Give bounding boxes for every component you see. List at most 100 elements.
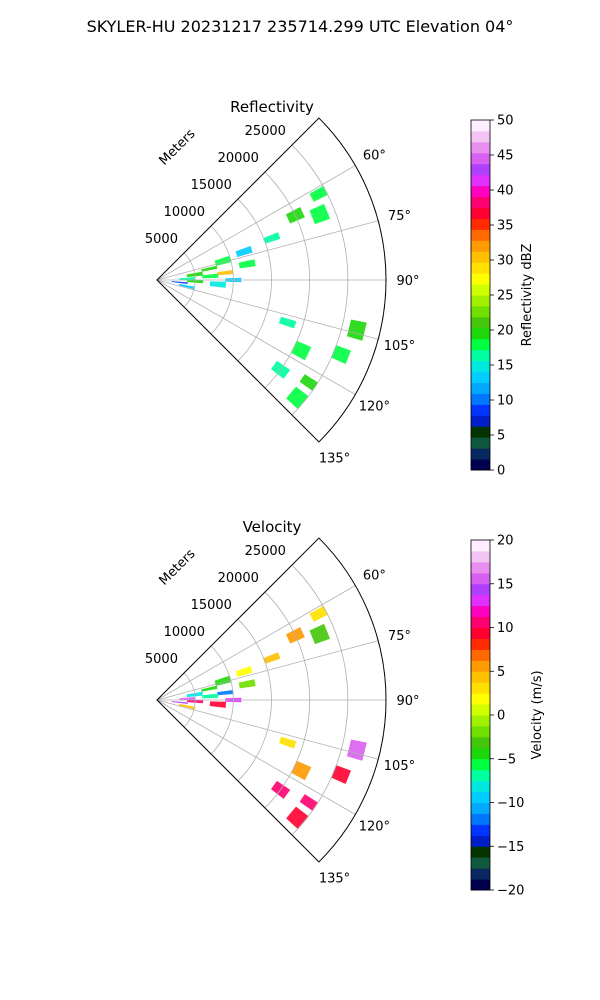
vel-colorbar-tick-label: −15 (497, 840, 524, 855)
vel-azimuth-spoke (156, 699, 379, 760)
ref-colorbar-swatch (471, 426, 490, 438)
ref-echo-cell (217, 269, 234, 276)
ref-echo-cell (263, 232, 281, 244)
vel-colorbar-tick-label: −5 (497, 752, 516, 767)
vel-colorbar-swatch (471, 605, 490, 618)
vel-echo-cell (235, 665, 253, 677)
vel-colorbar-swatch (471, 540, 490, 552)
vel-echo-cell (178, 703, 195, 710)
reflectivity-panel: Reflectivity 5000 10000 15000 20000 25000 60°… (145, 98, 420, 466)
ref-angle-tick-label: 90° (396, 274, 419, 289)
ref-colorbar-tick-label: 20 (497, 324, 514, 339)
ref-colorbar-tick-label: 5 (497, 429, 505, 444)
ref-colorbar-swatch (471, 262, 490, 274)
ref-radial-tick-label: 25000 (245, 124, 286, 139)
vel-echo-cell (286, 806, 309, 830)
vel-colorbar-swatch (471, 747, 490, 760)
vel-echo-cell (238, 679, 256, 689)
ref-colorbar-swatch (471, 284, 490, 296)
reflectivity-grid (156, 117, 387, 443)
ref-radial-tick-label: 20000 (218, 151, 259, 166)
ref-colorbar-swatch (471, 120, 490, 132)
vel-echo-cell (278, 736, 297, 749)
ref-radial-tick-label: 15000 (191, 178, 232, 193)
vel-colorbar-swatch (471, 671, 490, 683)
ref-colorbar-swatch (471, 437, 490, 449)
ref-echo-cell (309, 203, 331, 225)
vel-angle-tick-label: 75° (388, 629, 411, 644)
vel-colorbar-swatch (471, 725, 490, 738)
vel-colorbar-swatch (471, 715, 490, 727)
ref-colorbar-swatch (471, 273, 490, 285)
vel-colorbar-swatch (471, 824, 490, 836)
ref-colorbar-swatch (471, 459, 490, 471)
vel-colorbar-tick-label: −20 (497, 884, 524, 899)
ref-echo-cell (278, 316, 297, 329)
vel-colorbar-swatch (471, 693, 490, 705)
ref-colorbar-swatch (471, 316, 490, 329)
vel-colorbar-tick-label: 5 (497, 665, 505, 680)
vel-echo-cell (309, 605, 329, 622)
ref-echo-cell (209, 281, 227, 288)
reflectivity-echoes (171, 185, 367, 410)
ref-echo-cell (178, 283, 195, 290)
vel-angle-tick-label: 90° (396, 694, 419, 709)
ref-colorbar-swatch (471, 371, 490, 383)
ref-echo-cell (238, 259, 256, 269)
velocity-echoes (171, 605, 367, 830)
ref-colorbar-swatch (471, 163, 490, 176)
vel-colorbar-swatch (471, 616, 490, 628)
vel-colorbar-swatch (471, 846, 490, 858)
vel-echo-cell (263, 652, 281, 664)
vel-colorbar-swatch (471, 868, 490, 880)
vel-azimuth-spoke (156, 699, 356, 815)
vel-colorbar-swatch (471, 572, 490, 585)
vel-colorbar-tick-label: 15 (497, 577, 514, 592)
vel-sector-outline (156, 537, 387, 863)
velocity-radial-label: Meters (157, 546, 199, 588)
vel-echo-cell (309, 623, 331, 645)
vel-colorbar-swatch (471, 813, 490, 825)
vel-echo-cell (202, 693, 219, 699)
vel-azimuth-spoke (156, 585, 356, 701)
ref-echo-cell (171, 281, 188, 285)
ref-colorbar-swatch (471, 393, 490, 405)
ref-colorbar-swatch (471, 207, 490, 219)
vel-echo-cell (209, 701, 227, 708)
vel-azimuth-spoke (156, 640, 379, 701)
ref-echo-cell (201, 265, 218, 272)
velocity-panel: Velocity 5000 10000 15000 20000 25000 60° 75° 9… (145, 518, 420, 886)
ref-echo-cell (299, 374, 319, 392)
ref-radial-tick-label: 10000 (164, 205, 205, 220)
ref-colorbar-swatch (471, 415, 490, 427)
velocity-title: Velocity (243, 518, 302, 536)
vel-echo-cell (346, 739, 367, 761)
ref-colorbar-swatch (471, 218, 490, 230)
ref-colorbar-tick-label: 10 (497, 394, 514, 409)
vel-colorbar-swatch (471, 583, 490, 596)
reflectivity-title: Reflectivity (230, 98, 314, 116)
ref-echo-cell (309, 185, 329, 202)
vel-echo-cell (330, 765, 352, 784)
ref-colorbar-swatch (471, 349, 490, 362)
vel-colorbar-swatch (471, 736, 490, 749)
vel-radial-tick-label: 25000 (245, 544, 286, 559)
vel-angle-tick-label: 60° (363, 569, 386, 584)
reflectivity-colorbar: 0 5 10 15 20 25 30 35 40 45 50 Reflectivity dBZ (470, 114, 535, 479)
ref-angle-tick-label: 120° (359, 400, 390, 415)
vel-colorbar-swatch (471, 649, 490, 661)
vel-echo-cell (290, 760, 312, 781)
vel-colorbar-swatch (471, 758, 490, 771)
ref-colorbar-swatch (471, 141, 490, 154)
vel-colorbar-swatch (471, 660, 490, 672)
vel-colorbar-swatch (471, 857, 490, 869)
vel-colorbar-tick-label: 0 (497, 709, 505, 724)
ref-echo-cell (330, 345, 352, 364)
ref-echo-cell (235, 245, 253, 257)
vel-angle-tick-label: 135° (319, 871, 350, 886)
vel-angle-tick-label: 120° (359, 820, 390, 835)
ref-colorbar-swatch (471, 338, 490, 351)
ref-colorbar-swatch (471, 327, 490, 340)
vel-echo-cell (179, 696, 196, 701)
vel-radial-tick-label: 10000 (164, 625, 205, 640)
